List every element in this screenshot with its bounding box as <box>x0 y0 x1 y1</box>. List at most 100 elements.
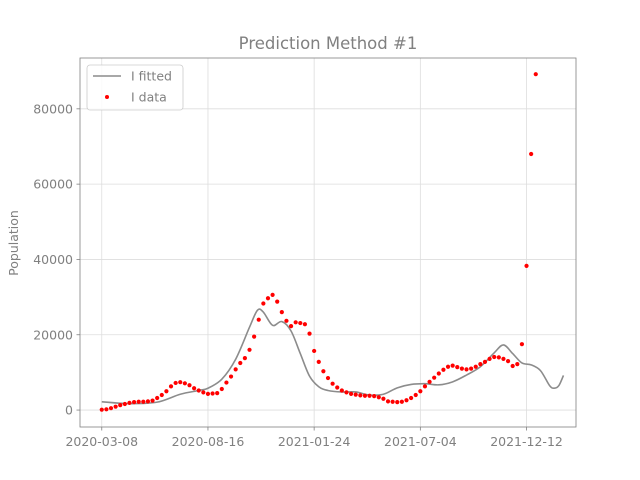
data-point <box>238 360 243 366</box>
x-tick-label: 2020-03-08 <box>65 434 138 449</box>
data-point <box>395 400 400 405</box>
data-point <box>482 359 488 364</box>
data-point <box>242 355 247 361</box>
data-point <box>469 366 474 371</box>
data-point <box>316 359 321 364</box>
data-point <box>252 334 257 339</box>
data-point <box>187 383 192 388</box>
data-point <box>515 362 520 367</box>
x-tick-label: 2021-07-04 <box>384 434 457 449</box>
data-point <box>496 355 501 360</box>
data-point <box>321 369 326 374</box>
data-point <box>293 320 298 325</box>
data-point <box>150 398 155 403</box>
data-point <box>404 398 409 403</box>
data-point <box>348 391 354 396</box>
data-point <box>275 299 280 304</box>
data-point <box>372 394 377 399</box>
data-point <box>196 388 201 393</box>
data-point <box>409 395 414 401</box>
data-point <box>385 399 391 404</box>
x-tick-label: 2021-01-24 <box>278 434 351 449</box>
data-point <box>533 72 538 77</box>
data-point <box>145 399 151 404</box>
data-point <box>427 379 432 384</box>
y-tick-label: 40000 <box>33 252 73 267</box>
y-tick-label: 20000 <box>33 327 73 342</box>
data-point <box>381 396 386 401</box>
data-point <box>302 322 308 327</box>
data-point <box>219 386 224 392</box>
data-point <box>284 318 289 323</box>
data-point <box>418 389 423 394</box>
data-point <box>205 391 211 396</box>
data-point <box>159 392 164 398</box>
data-point <box>399 399 404 404</box>
data-point <box>210 391 215 396</box>
data-point <box>247 347 252 352</box>
data-point <box>118 403 123 408</box>
data-point <box>358 393 363 398</box>
plot-frame <box>79 57 577 428</box>
data-point <box>122 401 127 407</box>
data-point <box>335 385 340 390</box>
data-point <box>344 390 349 395</box>
series-layer <box>99 72 565 412</box>
data-point <box>164 389 169 394</box>
legend-label-fitted: I fitted <box>131 69 172 84</box>
data-point <box>464 367 469 372</box>
data-point <box>441 367 446 372</box>
data-point <box>131 400 137 405</box>
data-point <box>288 323 294 329</box>
data-point <box>141 399 146 404</box>
data-point <box>215 391 220 396</box>
data-point <box>330 381 335 386</box>
chart-title: Prediction Method #1 <box>239 34 418 53</box>
legend-label-data: I data <box>131 90 167 105</box>
x-tick-label: 2020-08-16 <box>172 434 245 449</box>
data-point <box>510 363 515 369</box>
data-point <box>182 381 187 386</box>
data-point <box>450 363 455 368</box>
data-point <box>312 348 317 354</box>
data-point <box>108 406 114 411</box>
data-point <box>432 375 437 380</box>
data-point <box>113 404 118 409</box>
data-point <box>104 407 109 412</box>
data-point <box>353 392 358 397</box>
data-point <box>168 384 174 389</box>
data-point <box>224 380 229 385</box>
data-point <box>201 390 206 395</box>
data-point <box>127 400 132 406</box>
data-point <box>233 367 238 372</box>
data-point <box>413 392 418 398</box>
data-point <box>173 380 178 386</box>
data-point <box>519 342 525 347</box>
data-point <box>492 354 497 360</box>
data-point <box>192 386 197 391</box>
data-point <box>478 362 483 367</box>
y-tick-label: 0 <box>65 403 73 418</box>
y-tick-label: 80000 <box>33 101 73 116</box>
series-line-fitted <box>101 308 565 405</box>
data-point <box>445 364 451 369</box>
data-point <box>228 374 234 379</box>
data-point <box>362 393 368 398</box>
data-point <box>256 317 261 322</box>
data-point <box>279 310 284 315</box>
y-tick-label: 60000 <box>33 177 73 192</box>
data-point <box>307 331 312 336</box>
data-point <box>455 365 460 370</box>
data-point <box>436 371 441 376</box>
data-point <box>459 366 464 371</box>
data-point <box>265 296 271 301</box>
y-axis-label: Population <box>6 210 21 276</box>
grid <box>80 58 576 427</box>
data-point <box>473 364 478 369</box>
data-point <box>99 407 104 412</box>
legend-marker-data <box>105 95 109 99</box>
data-point <box>367 393 372 398</box>
data-point <box>390 399 395 404</box>
data-point <box>422 384 428 389</box>
